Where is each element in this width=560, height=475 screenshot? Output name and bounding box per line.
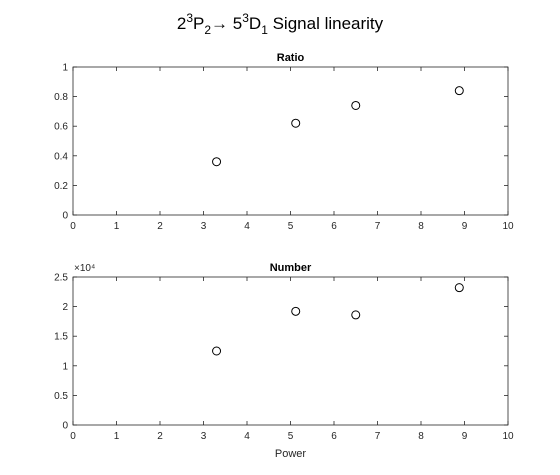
figure-title-part-3: P — [193, 14, 204, 33]
data-point — [454, 86, 464, 96]
y-tick-label: 2.5 — [54, 273, 68, 284]
figure-title-part-5: → 5 — [211, 14, 242, 33]
y-tick-label: 1 — [62, 361, 68, 372]
figure-title-part-4: 2 — [204, 23, 211, 37]
x-tick-label: 6 — [331, 221, 337, 232]
y-tick-label: 0.4 — [54, 151, 68, 162]
subplot-title: Number — [270, 262, 312, 274]
x-tick-label: 1 — [114, 431, 120, 442]
x-axis-label: Power — [275, 448, 307, 460]
subplot-1: Ratio 0 1 2 3 4 5 6 7 8 9 10 0 0.2 0.4 0.6 0.8 1 — [54, 52, 514, 232]
x-tick-label: 1 — [114, 221, 120, 232]
data-point — [351, 100, 361, 110]
y-tick-label: 0.2 — [54, 181, 68, 192]
x-tick-label: 5 — [288, 431, 294, 442]
figure-title-part-6: 3 — [242, 11, 249, 25]
x-tick-label: 3 — [201, 431, 207, 442]
figure-title-part-7: D — [249, 14, 261, 33]
subplot-2: Number 0 1 2 3 4 5 6 7 8 9 10 0 0.5 1 1.5 2 2.5 ×10⁴ Power — [54, 262, 514, 460]
data-point — [212, 346, 222, 356]
x-tick-label: 8 — [418, 431, 424, 442]
x-tick-label: 9 — [462, 431, 468, 442]
y-tick-label: 0 — [62, 421, 68, 432]
subplot-title: Ratio — [277, 52, 305, 64]
figure-title-part-1: 2 — [177, 14, 186, 33]
figure-title-part-9: Signal linearity — [268, 14, 384, 33]
y-tick-label: 0 — [62, 211, 68, 222]
figure-title: 23P2→ 53D1 Signal linearity — [177, 11, 384, 37]
y-tick-label: 1.5 — [54, 332, 68, 343]
x-tick-label: 4 — [244, 431, 250, 442]
y-tick-label: 0.8 — [54, 92, 68, 103]
x-tick-label: 8 — [418, 221, 424, 232]
y-tick-label: 2 — [62, 302, 68, 313]
data-point — [351, 310, 361, 320]
x-tick-label: 2 — [157, 221, 163, 232]
x-tick-label: 2 — [157, 431, 163, 442]
x-tick-label: 10 — [502, 221, 514, 232]
x-tick-label: 3 — [201, 221, 207, 232]
y-tick-label: 0.5 — [54, 391, 68, 402]
figure-title-part-2: 3 — [186, 11, 193, 25]
data-point — [291, 118, 301, 128]
x-tick-label: 9 — [462, 221, 468, 232]
data-point — [454, 283, 464, 293]
figure-title-part-8: 1 — [261, 23, 268, 37]
x-tick-label: 7 — [375, 431, 381, 442]
data-point — [291, 306, 301, 316]
data-point — [212, 157, 222, 167]
y-tick-label: 1 — [62, 63, 68, 74]
x-tick-label: 6 — [331, 431, 337, 442]
x-tick-label: 10 — [502, 431, 514, 442]
x-tick-label: 0 — [70, 221, 76, 232]
x-tick-label: 4 — [244, 221, 250, 232]
y-exponent-label: ×10⁴ — [74, 263, 95, 274]
x-tick-label: 7 — [375, 221, 381, 232]
x-tick-label: 5 — [288, 221, 294, 232]
x-tick-label: 0 — [70, 431, 76, 442]
axes-box — [72, 276, 509, 426]
axes-box — [72, 66, 509, 216]
y-tick-label: 0.6 — [54, 122, 68, 133]
